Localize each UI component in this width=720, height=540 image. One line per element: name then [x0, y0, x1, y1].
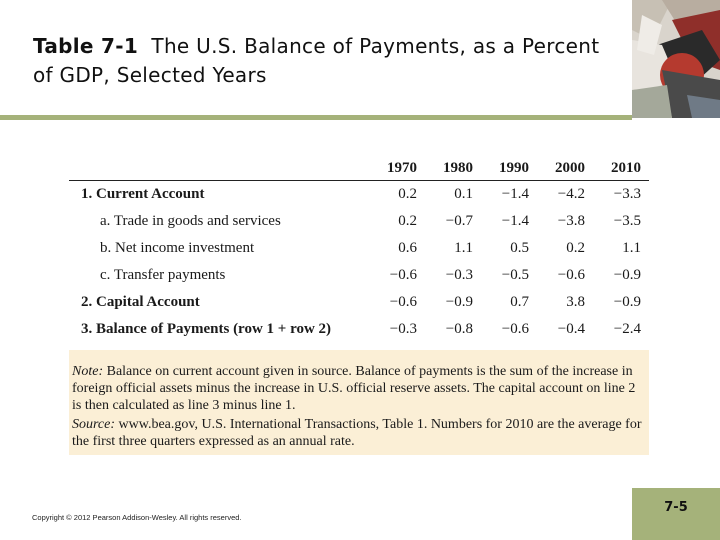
- note-label: Note:: [72, 364, 104, 379]
- table-cell: −0.6: [389, 294, 417, 310]
- table-cell: −3.5: [613, 213, 641, 229]
- table-row: 2. Capital Account −0.6 −0.9 0.7 3.8 −0.…: [69, 289, 649, 316]
- table-cell: −1.4: [501, 213, 529, 229]
- table-row: b. Net income investment 0.6 1.1 0.5 0.2…: [69, 235, 649, 262]
- table-cell: −3.3: [613, 186, 641, 202]
- table-cell: 0.2: [398, 186, 417, 202]
- table-cell: −0.6: [557, 267, 585, 283]
- note-text: Balance on current account given in sour…: [72, 364, 636, 413]
- table-row: 3. Balance of Payments (row 1 + row 2) −…: [69, 316, 649, 343]
- slide-title: Table 7-1 The U.S. Balance of Payments, …: [33, 32, 623, 90]
- table-cell: 0.2: [398, 213, 417, 229]
- table-title-text: The U.S. Balance of Payments, as a Perce…: [33, 34, 600, 87]
- table-cell: 1.1: [622, 240, 641, 256]
- table-cell: −0.9: [613, 294, 641, 310]
- table-cell: −0.9: [613, 267, 641, 283]
- table-cell: −2.4: [613, 321, 641, 337]
- source-paragraph: Source: www.bea.gov, U.S. International …: [72, 416, 643, 450]
- table-cell: 3.8: [566, 294, 585, 310]
- table-note-box: Note: Balance on current account given i…: [69, 350, 649, 455]
- table-cell: −3.8: [557, 213, 585, 229]
- row-label: a. Trade in goods and services: [100, 213, 281, 229]
- table-cell: −0.7: [445, 213, 473, 229]
- column-header: 1980: [425, 158, 481, 181]
- table-header-row: 1970 1980 1990 2000 2010: [69, 158, 649, 181]
- table-cell: −0.9: [445, 294, 473, 310]
- table-cell: −0.3: [445, 267, 473, 283]
- table-row: a. Trade in goods and services 0.2 −0.7 …: [69, 208, 649, 235]
- table-cell: −0.3: [389, 321, 417, 337]
- title-divider: [0, 115, 632, 120]
- table-cell: −0.4: [557, 321, 585, 337]
- table-row: c. Transfer payments −0.6 −0.3 −0.5 −0.6…: [69, 262, 649, 289]
- page-number-bar: [632, 488, 720, 540]
- column-header: 2000: [537, 158, 593, 181]
- decorative-art-image: [632, 0, 720, 118]
- table-cell: −1.4: [501, 186, 529, 202]
- row-label: 2. Capital Account: [81, 294, 200, 310]
- table-cell: 0.2: [566, 240, 585, 256]
- balance-of-payments-table: 1970 1980 1990 2000 2010 1. Current Acco…: [69, 158, 649, 343]
- row-label: 1. Current Account: [81, 186, 205, 202]
- column-header: 1990: [481, 158, 537, 181]
- table-cell: −0.8: [445, 321, 473, 337]
- page-number: 7-5: [664, 500, 688, 515]
- column-header: 1970: [369, 158, 425, 181]
- table-cell: −0.6: [389, 267, 417, 283]
- table-number: Table 7-1: [33, 34, 139, 58]
- source-text: www.bea.gov, U.S. International Transact…: [72, 417, 642, 449]
- table-cell: 1.1: [454, 240, 473, 256]
- table-cell: 0.1: [454, 186, 473, 202]
- table-cell: 0.7: [510, 294, 529, 310]
- column-header: 2010: [593, 158, 649, 181]
- table-cell: −4.2: [557, 186, 585, 202]
- row-label: c. Transfer payments: [100, 267, 226, 283]
- table-cell: 0.5: [510, 240, 529, 256]
- copyright-text: Copyright © 2012 Pearson Addison-Wesley.…: [32, 513, 242, 522]
- source-label: Source:: [72, 417, 116, 432]
- table-cell: −0.5: [501, 267, 529, 283]
- table-cell: −0.6: [501, 321, 529, 337]
- table-row: 1. Current Account 0.2 0.1 −1.4 −4.2 −3.…: [69, 181, 649, 209]
- note-paragraph: Note: Balance on current account given i…: [72, 363, 643, 414]
- row-label: b. Net income investment: [100, 240, 255, 256]
- table-cell: 0.6: [398, 240, 417, 256]
- row-label: 3. Balance of Payments (row 1 + row 2): [81, 321, 332, 337]
- header-label-cell: [69, 158, 369, 181]
